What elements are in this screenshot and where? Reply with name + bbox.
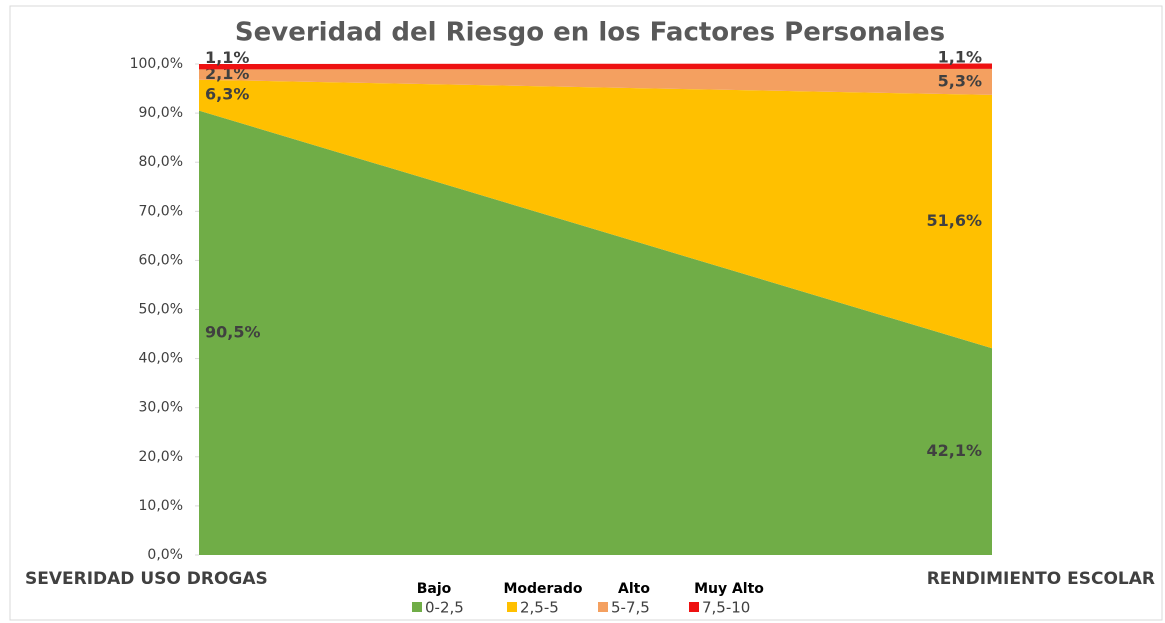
legend-swatch bbox=[689, 602, 699, 612]
legend-label: 5-7,5 bbox=[611, 599, 650, 617]
area bbox=[199, 63, 992, 70]
legend-group: Bajo bbox=[417, 581, 452, 597]
y-tick-label: 60,0% bbox=[139, 252, 183, 268]
data-label: 51,6% bbox=[926, 211, 982, 230]
y-tick-label: 30,0% bbox=[139, 400, 183, 416]
legend-label: 0-2,5 bbox=[425, 599, 464, 617]
chart-title: Severidad del Riesgo en los Factores Per… bbox=[235, 18, 945, 48]
legend-swatch bbox=[412, 602, 422, 612]
legend-swatch bbox=[598, 602, 608, 612]
y-tick-label: 80,0% bbox=[139, 154, 183, 170]
data-label: 1,1% bbox=[205, 48, 249, 67]
y-tick-label: 20,0% bbox=[139, 449, 183, 465]
data-label: 1,1% bbox=[938, 48, 982, 67]
legend-label: 2,5-5 bbox=[520, 599, 559, 617]
data-label: 90,5% bbox=[205, 322, 261, 341]
x-tick-label: RENDIMIENTO ESCOLAR bbox=[927, 569, 1155, 589]
data-label: 5,3% bbox=[938, 71, 982, 90]
y-tick-label: 0,0% bbox=[147, 547, 183, 563]
legend-group: Muy Alto bbox=[694, 581, 764, 597]
area bbox=[199, 110, 992, 556]
y-tick-label: 90,0% bbox=[139, 105, 183, 121]
y-tick-label: 100,0% bbox=[130, 56, 183, 72]
y-tick-label: 10,0% bbox=[139, 498, 183, 514]
legend-group: Alto bbox=[618, 581, 650, 597]
data-label: 42,1% bbox=[926, 441, 982, 460]
area bbox=[199, 79, 992, 349]
chart-border bbox=[9, 5, 1163, 621]
y-tick-label: 50,0% bbox=[139, 302, 183, 318]
legend-swatch bbox=[507, 602, 517, 612]
x-tick-label: SEVERIDAD USO DROGAS bbox=[25, 569, 268, 589]
area bbox=[199, 68, 992, 95]
data-label: 6,3% bbox=[205, 85, 249, 104]
y-tick-label: 40,0% bbox=[139, 351, 183, 367]
legend-label: 7,5-10 bbox=[702, 599, 750, 617]
legend-group: Moderado bbox=[503, 581, 582, 597]
y-tick-label: 70,0% bbox=[139, 203, 183, 219]
